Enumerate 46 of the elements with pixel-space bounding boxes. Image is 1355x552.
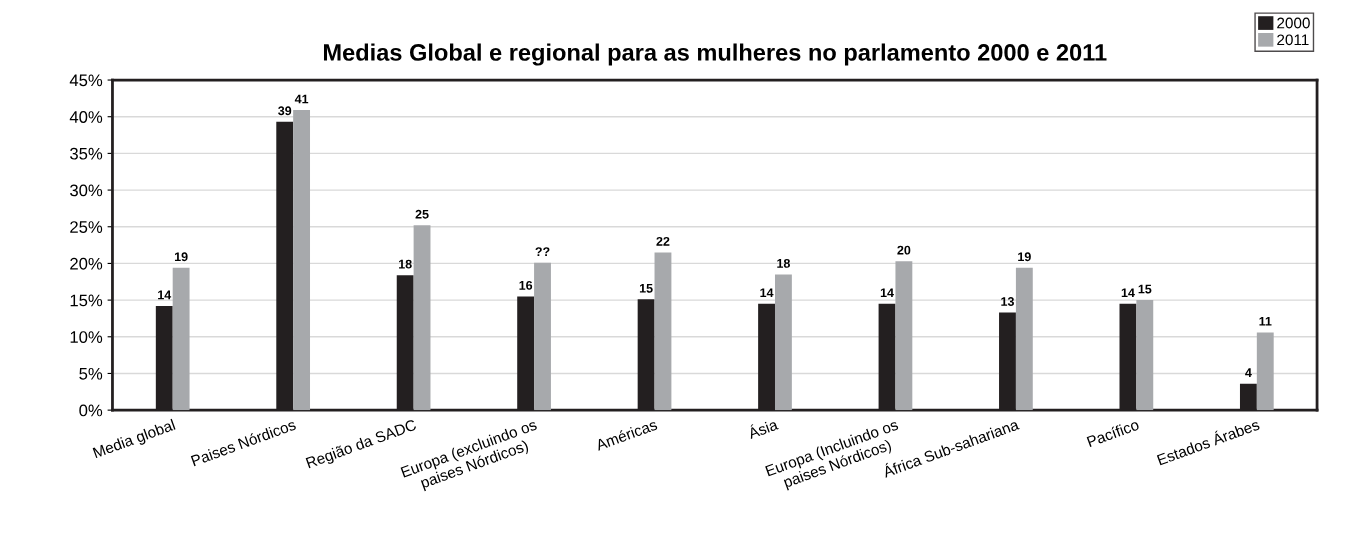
data-label: 22 xyxy=(656,236,670,246)
data-label: 15 xyxy=(639,284,653,293)
data-label: 14 xyxy=(158,290,172,300)
bar xyxy=(293,110,311,411)
y-tick-label: 20% xyxy=(70,257,103,270)
y-tick-label: 10% xyxy=(70,331,103,343)
data-label: 19 xyxy=(174,252,188,262)
data-label: 14 xyxy=(880,288,894,298)
x-tick-label: Estados Árabes xyxy=(1155,416,1261,466)
bar xyxy=(1136,300,1154,411)
data-label: 25 xyxy=(415,209,429,219)
data-label: 13 xyxy=(1001,297,1014,306)
data-label: 4 xyxy=(1245,368,1252,377)
data-label: 14 xyxy=(1121,288,1135,298)
bar xyxy=(1256,332,1274,411)
bar xyxy=(1015,267,1033,411)
data-label: 15 xyxy=(1138,284,1152,294)
data-label: 39 xyxy=(278,106,292,116)
data-label: 11 xyxy=(1259,317,1272,326)
bar xyxy=(774,274,792,411)
data-label: 14 xyxy=(760,288,774,298)
data-label: 18 xyxy=(399,259,412,269)
legend-label: 2011 xyxy=(1277,34,1309,46)
chart-title: Medias Global e regional para as mulheres no parlamento 2000 e 2011 xyxy=(323,43,1107,66)
x-tick-label: Ásia xyxy=(746,416,779,440)
y-tick-label: 15% xyxy=(70,294,103,307)
y-tick-label: 0% xyxy=(79,404,103,417)
bar xyxy=(172,267,190,411)
data-label: ?? xyxy=(535,247,550,256)
y-tick-label: 30% xyxy=(70,184,103,197)
bar xyxy=(413,225,431,411)
bar xyxy=(534,262,551,411)
y-tick-label: 40% xyxy=(69,111,103,123)
y-tick-label: 45% xyxy=(69,74,103,87)
bar xyxy=(895,261,913,411)
data-label: 19 xyxy=(1018,252,1031,262)
y-tick-label: 35% xyxy=(70,147,103,160)
legend-label: 2000 xyxy=(1277,17,1310,29)
y-tick-label: 25% xyxy=(70,221,103,233)
bar xyxy=(654,252,672,411)
data-label: 20 xyxy=(897,245,911,255)
data-label: 18 xyxy=(777,258,790,268)
data-label: 41 xyxy=(294,94,309,104)
x-tick-label: Pacífico xyxy=(1086,418,1140,448)
y-tick-label: 5% xyxy=(79,367,103,380)
data-label: 16 xyxy=(519,280,533,290)
